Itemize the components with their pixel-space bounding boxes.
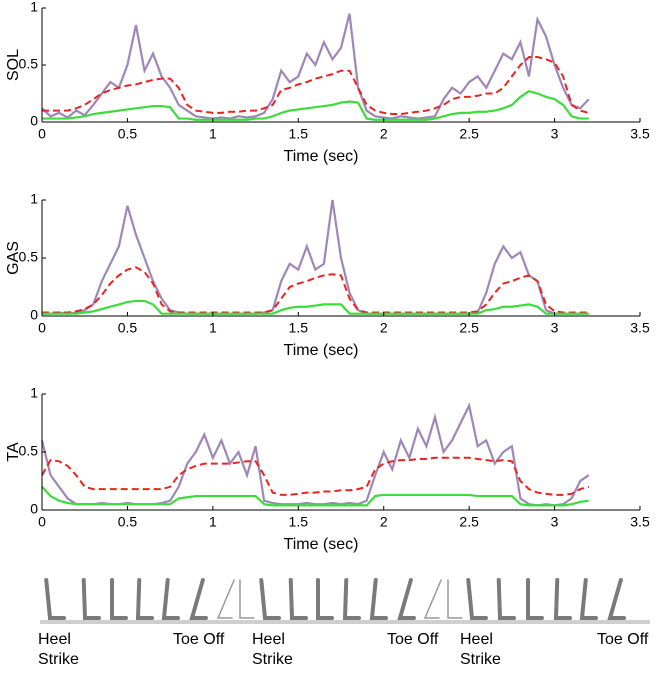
leg xyxy=(44,578,66,620)
gait-label: Heel Strike xyxy=(252,631,293,668)
leg xyxy=(288,578,308,620)
series-line xyxy=(42,266,589,314)
y-tick-label: 1 xyxy=(30,385,38,401)
y-tick-label: 0.5 xyxy=(19,249,39,265)
x-tick-label: 0 xyxy=(38,320,46,336)
gait-label: Toe Off xyxy=(597,631,649,648)
leg xyxy=(423,579,442,619)
leg xyxy=(216,579,235,619)
x-tick-label: 3 xyxy=(551,514,559,530)
x-tick-label: 3 xyxy=(551,126,559,142)
y-tick-label: 0 xyxy=(30,501,38,517)
leg xyxy=(466,578,488,620)
x-tick-label: 1.5 xyxy=(289,320,309,336)
y-axis-label: GAS xyxy=(5,241,22,275)
x-axis-label: Time (sec) xyxy=(284,342,359,359)
x-tick-label: 3.5 xyxy=(630,320,650,336)
x-tick-label: 1 xyxy=(209,320,217,336)
leg xyxy=(607,578,626,620)
leg xyxy=(259,578,281,620)
leg xyxy=(342,578,361,620)
x-tick-label: 2.5 xyxy=(459,126,479,142)
y-tick-label: 0 xyxy=(30,113,38,129)
x-tick-label: 2.5 xyxy=(459,320,479,336)
x-tick-label: 3.5 xyxy=(630,514,650,530)
series-line xyxy=(40,402,590,507)
x-tick-label: 2 xyxy=(380,320,388,336)
leg xyxy=(161,578,180,620)
x-tick-label: 0 xyxy=(38,514,46,530)
y-tick-label: 0.5 xyxy=(19,56,39,72)
gait-label: Heel Strike xyxy=(38,631,79,668)
leg xyxy=(496,578,516,620)
series-line xyxy=(41,456,590,496)
leg xyxy=(135,578,154,620)
y-tick-label: 1 xyxy=(30,191,38,207)
x-tick-label: 3.5 xyxy=(630,126,650,142)
x-tick-label: 0.5 xyxy=(118,320,138,336)
leg xyxy=(189,578,208,620)
x-axis-label: Time (sec) xyxy=(284,536,359,553)
gait-label: Toe Off xyxy=(173,631,225,648)
gait-label: Heel Strike xyxy=(460,631,501,668)
series-line xyxy=(42,90,589,121)
x-tick-label: 0.5 xyxy=(118,514,138,530)
leg xyxy=(553,578,572,620)
x-tick-label: 2 xyxy=(380,126,388,142)
series-line xyxy=(42,199,589,315)
y-tick-label: 0.5 xyxy=(19,443,39,459)
leg xyxy=(526,578,544,620)
leg xyxy=(369,578,388,620)
leg xyxy=(447,579,463,619)
x-axis-label: Time (sec) xyxy=(284,148,359,165)
y-tick-label: 1 xyxy=(30,0,38,15)
series-line xyxy=(41,486,589,507)
x-tick-label: 1 xyxy=(209,126,217,142)
x-tick-label: 3 xyxy=(551,320,559,336)
leg xyxy=(316,578,334,620)
x-tick-label: 0 xyxy=(38,126,46,142)
leg xyxy=(579,578,598,620)
x-tick-label: 1.5 xyxy=(289,514,309,530)
leg xyxy=(239,579,255,619)
leg xyxy=(397,578,416,620)
x-tick-label: 2 xyxy=(380,514,388,530)
leg xyxy=(110,578,128,620)
series-line xyxy=(42,299,589,315)
y-axis-label: SOL xyxy=(5,49,22,81)
x-tick-label: 1 xyxy=(209,514,217,530)
gait-label: Toe Off xyxy=(387,631,439,648)
series-line xyxy=(42,56,589,116)
leg xyxy=(81,578,101,620)
x-tick-label: 1.5 xyxy=(289,126,309,142)
x-tick-label: 2.5 xyxy=(459,514,479,530)
y-tick-label: 0 xyxy=(30,307,38,323)
x-tick-label: 0.5 xyxy=(118,126,138,142)
series-line xyxy=(41,13,590,120)
ground xyxy=(40,620,650,624)
y-axis-label: TA xyxy=(5,442,22,462)
